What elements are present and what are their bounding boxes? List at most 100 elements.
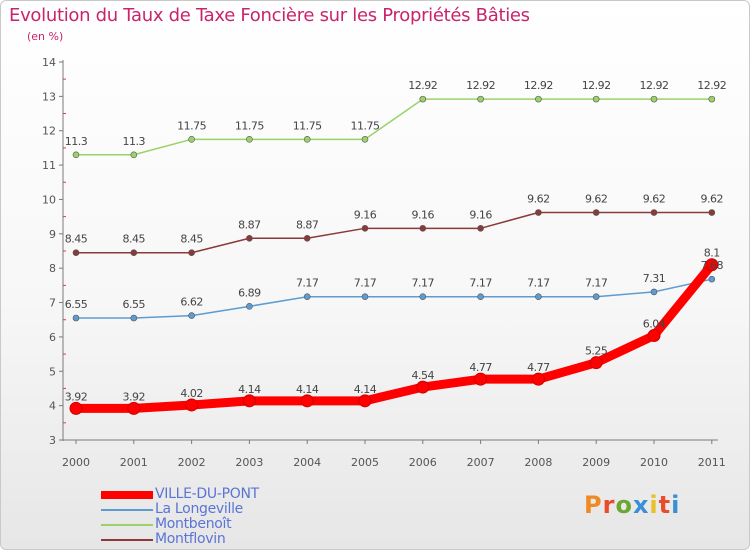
data-label: 6.89: [238, 286, 261, 299]
x-tick-label: 2000: [62, 456, 90, 469]
data-point: [69, 401, 83, 415]
series-line-1: [75, 278, 713, 319]
data-point: [130, 314, 138, 322]
x-tick-label: 2002: [178, 456, 206, 469]
data-point: [361, 293, 369, 301]
legend-swatch: [101, 523, 153, 526]
data-label: 11.75: [177, 119, 206, 132]
data-point: [592, 209, 600, 216]
logo-letter: t: [658, 491, 672, 519]
data-label: 4.14: [354, 383, 377, 396]
data-point: [303, 136, 311, 143]
data-point: [419, 225, 427, 232]
x-tick-label: 2006: [409, 456, 437, 469]
legend-label: Montflovin: [155, 531, 226, 547]
data-label: 9.16: [469, 208, 492, 221]
data-label: 9.16: [354, 208, 377, 221]
series-line-2: [75, 98, 713, 156]
x-tick-label: 2003: [235, 456, 263, 469]
data-point: [708, 209, 716, 216]
data-point: [300, 394, 314, 408]
data-label: 3.92: [123, 390, 146, 403]
x-tick-label: 2008: [524, 456, 552, 469]
data-label: 8.1: [704, 247, 720, 260]
logo-letter: i: [671, 491, 681, 519]
legend-swatch: [101, 508, 153, 511]
data-label: 3.92: [65, 390, 88, 403]
y-tick-label: 5: [49, 365, 56, 378]
data-point: [647, 329, 661, 343]
y-tick-label: 8: [49, 262, 56, 275]
data-point: [477, 95, 484, 103]
legend-item: La Longeville: [101, 501, 361, 517]
data-point: [72, 314, 80, 322]
data-point: [188, 249, 195, 257]
data-label: 4.77: [527, 361, 550, 374]
data-point: [246, 303, 253, 310]
series-line-3: [75, 211, 713, 254]
data-point: [188, 136, 195, 143]
x-tick-label: 2011: [698, 456, 726, 469]
data-label: 11.75: [235, 119, 264, 132]
data-label: 12.92: [466, 79, 495, 92]
y-tick-label: 13: [42, 90, 56, 103]
data-label: 11.75: [293, 119, 322, 132]
data-point: [303, 234, 311, 242]
data-label: 6.55: [65, 298, 88, 311]
data-label: 6.62: [180, 296, 203, 309]
logo-letter: P: [584, 491, 603, 519]
data-label: 4.14: [238, 383, 261, 396]
data-label: 7.17: [469, 277, 492, 290]
chart-legend: VILLE-DU-PONT La Longeville Montbenoît Mont…: [101, 486, 361, 547]
logo-letter: r: [602, 491, 616, 519]
y-tick-label: 14: [42, 56, 56, 69]
data-point: [592, 95, 600, 103]
y-tick-label: 12: [42, 125, 56, 138]
series-line-0: [71, 260, 717, 413]
legend-item: Montflovin: [101, 531, 361, 547]
data-point: [72, 249, 80, 257]
y-tick-label: 9: [49, 228, 56, 241]
data-point: [477, 225, 484, 232]
data-point: [708, 275, 716, 283]
data-label: 8.87: [238, 218, 261, 231]
data-label: 9.62: [585, 193, 608, 206]
data-point: [130, 151, 138, 159]
data-point: [592, 293, 600, 301]
data-point: [127, 401, 141, 415]
x-tick-label: 2010: [640, 456, 668, 469]
data-label: 9.62: [701, 193, 724, 206]
data-label: 7.17: [527, 277, 550, 290]
data-label: 7.17: [296, 277, 319, 290]
data-label: 12.92: [582, 79, 611, 92]
data-label: 7.17: [412, 277, 435, 290]
data-label: 4.14: [296, 383, 319, 396]
data-label: 7.68: [701, 259, 724, 272]
x-tick-label: 2004: [293, 456, 321, 469]
data-label: 7.17: [585, 277, 608, 290]
data-label: 9.62: [643, 193, 666, 206]
y-tick-label: 10: [42, 193, 56, 206]
data-label: 6.55: [123, 298, 146, 311]
data-label: 4.54: [412, 369, 435, 382]
data-point: [535, 95, 542, 103]
data-label: 12.92: [697, 79, 726, 92]
data-point: [477, 293, 484, 301]
data-label: 9.62: [527, 193, 550, 206]
y-tick-label: 7: [49, 297, 56, 310]
data-point: [535, 293, 542, 301]
legend-label: VILLE-DU-PONT: [155, 486, 259, 502]
data-point: [303, 293, 311, 301]
data-label: 11.3: [65, 135, 88, 148]
data-point: [242, 394, 256, 408]
data-point: [650, 209, 658, 216]
data-label: 8.45: [123, 233, 146, 246]
data-label: 12.92: [408, 79, 437, 92]
y-tick-label: 3: [49, 434, 56, 447]
data-point: [246, 136, 253, 143]
data-point: [358, 394, 372, 408]
data-label: 4.02: [180, 387, 203, 400]
data-point: [188, 312, 195, 319]
data-point: [474, 372, 488, 386]
